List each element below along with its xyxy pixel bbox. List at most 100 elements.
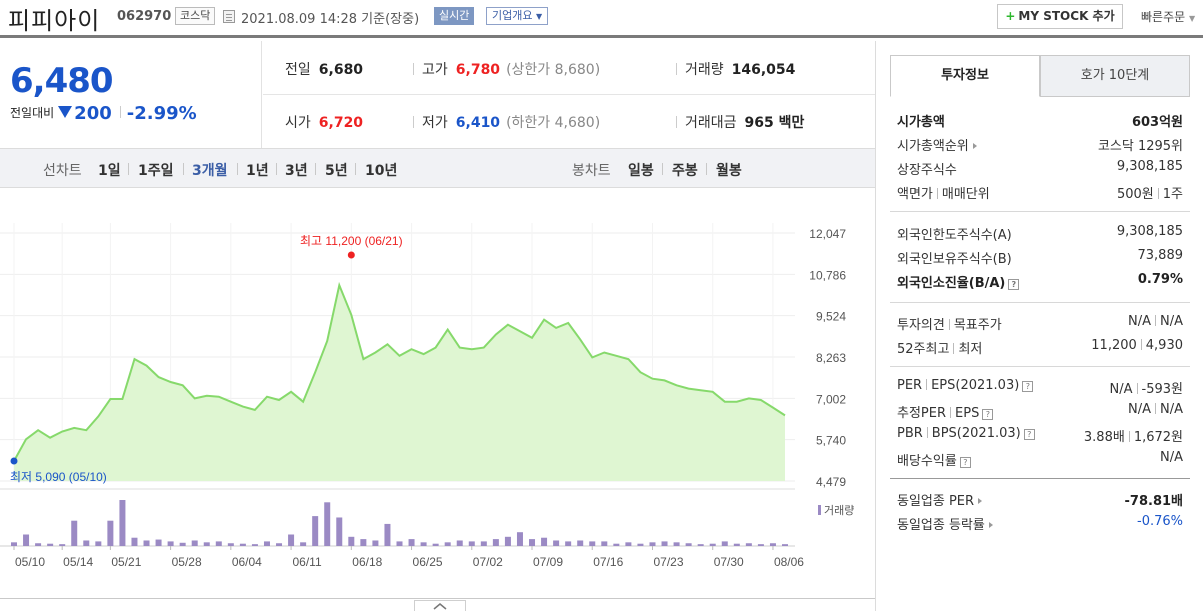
quick-order-link[interactable]: 빠른주문 ▼ (1141, 10, 1196, 24)
caret-right-icon (988, 522, 993, 528)
x-tick-label: 06/18 (352, 555, 382, 569)
y-tick-label: 5,740 (816, 434, 846, 448)
volume-bar (757, 544, 764, 546)
candle-chart-label: 봉차트 (572, 163, 611, 179)
chevron-down-icon: ▼ (535, 12, 543, 21)
volume-bar (565, 541, 572, 546)
volume-bar (11, 542, 17, 546)
company-info-dropdown[interactable]: 기업개요 ▼ (486, 7, 549, 25)
volume-bar (107, 520, 114, 546)
help-icon[interactable]: ? (959, 457, 971, 468)
help-icon[interactable]: ? (1023, 429, 1035, 440)
volume-bar (288, 534, 295, 546)
volume-bar (191, 540, 198, 546)
chevron-down-icon: ▼ (1189, 14, 1196, 23)
x-tick-label: 07/09 (533, 555, 563, 569)
x-tick-label: 07/23 (653, 555, 683, 569)
volume-bar (529, 539, 536, 546)
volume-bar (360, 539, 367, 546)
volume-bar (613, 543, 620, 546)
change-amount: 200 (74, 103, 112, 124)
volume: 거래량 146,054 (676, 59, 795, 79)
volume-bar (408, 539, 415, 546)
info-row[interactable]: 동일업종 등락률 -0.76% (897, 514, 1183, 533)
help-icon[interactable]: ? (1022, 381, 1034, 392)
volume-bar (143, 540, 150, 546)
volume-bar (396, 541, 403, 546)
chart-period-bar: 선차트 1일 1주일 3개월 1년 3년 5년 10년 봉차트 일봉 주봉 월봉 (0, 148, 875, 188)
x-tick-label: 06/04 (232, 555, 262, 569)
period-5y[interactable]: 5년 (325, 163, 348, 179)
info-row: 52주최고 최저 11,200 4,930 (897, 338, 1183, 357)
volume-bar (95, 541, 102, 546)
x-tick-label: 05/21 (111, 555, 141, 569)
low-label: 최저 5,090 (05/10) (10, 470, 107, 484)
plus-icon: + (1005, 9, 1016, 23)
period-1d[interactable]: 1일 (98, 163, 121, 179)
tab-invest-info[interactable]: 투자정보 (890, 55, 1040, 97)
price-chart[interactable]: 12,047 10,786 9,524 8,263 7,002 5,740 4,479 최고 … (0, 188, 875, 578)
info-row: 외국인한도주식수(A) 9,308,185 (897, 224, 1183, 243)
volume-bar (685, 543, 692, 546)
volume-bar (601, 541, 608, 546)
volume-bar (179, 542, 186, 546)
volume-bar (553, 540, 560, 546)
period-1w[interactable]: 1주일 (138, 163, 174, 179)
calendar-icon (223, 10, 235, 23)
period-10y[interactable]: 10년 (365, 163, 398, 179)
help-icon[interactable]: ? (982, 409, 994, 420)
volume-bar (782, 544, 788, 546)
candle-weekly[interactable]: 주봉 (672, 163, 698, 179)
volume-bar (203, 542, 210, 546)
tab-orderbook-10[interactable]: 호가 10단계 (1040, 55, 1190, 97)
period-3m[interactable]: 3개월 (192, 163, 228, 179)
down-arrow-icon (58, 106, 73, 118)
x-tick-label: 07/30 (714, 555, 744, 569)
volume-bar (649, 542, 656, 546)
stock-name: 피피아이 (8, 7, 101, 35)
volume-bar (541, 537, 548, 546)
market-badge: 코스닥 (175, 7, 216, 25)
volume-bar (215, 541, 222, 546)
period-1y[interactable]: 1년 (246, 163, 269, 179)
info-row: 추정PER EPS? N/A N/A (897, 402, 1183, 421)
volume-bar (23, 534, 30, 546)
info-row: 액면가 매매단위 500원 1주 (897, 187, 1183, 202)
volume-bar (456, 540, 463, 546)
y-tick-label: 8,263 (816, 351, 846, 365)
x-tick-label: 05/28 (172, 555, 202, 569)
price-line (13, 281, 786, 462)
volume-bar (35, 543, 42, 546)
candle-daily[interactable]: 일봉 (628, 163, 654, 179)
price-area (14, 285, 785, 481)
change-percent: -2.99% (126, 103, 197, 124)
candle-monthly[interactable]: 월봉 (716, 163, 742, 179)
low-marker (10, 457, 18, 465)
caret-right-icon (978, 498, 983, 504)
volume-bar (589, 541, 596, 546)
info-row: 시가총액 603억원 (897, 115, 1183, 130)
volume-bar (239, 543, 246, 546)
info-row: 배당수익률? N/A (897, 450, 1183, 469)
help-icon[interactable]: ? (1008, 279, 1020, 290)
realtime-badge[interactable]: 실시간 (434, 7, 475, 25)
info-row: 외국인보유주식수(B) 73,889 (897, 248, 1183, 267)
info-row[interactable]: 시가총액순위 코스닥 1295위 (897, 139, 1183, 154)
collapse-chart-button[interactable] (414, 600, 466, 611)
volume-bar (83, 540, 90, 546)
volume-bar (324, 502, 331, 546)
high-label: 최고 11,200 (06/21) (300, 234, 403, 248)
volume-bar (516, 532, 523, 546)
x-tick-label: 05/14 (63, 555, 93, 569)
caret-right-icon (972, 143, 977, 149)
add-mystock-button[interactable]: + MY STOCK 추가 (997, 4, 1123, 29)
volume-bar (119, 500, 126, 546)
volume-legend-label: 거래량 (824, 504, 854, 517)
info-row[interactable]: 동일업종 PER -78.81배 (897, 494, 1183, 509)
current-price: 6,480 (10, 61, 114, 101)
volume-bar (59, 544, 66, 546)
quote-datetime: 2021.08.09 14:28 기준(장중) (241, 12, 420, 27)
x-tick-label: 06/25 (413, 555, 443, 569)
stock-code: 062970 (117, 9, 172, 24)
period-3y[interactable]: 3년 (285, 163, 308, 179)
